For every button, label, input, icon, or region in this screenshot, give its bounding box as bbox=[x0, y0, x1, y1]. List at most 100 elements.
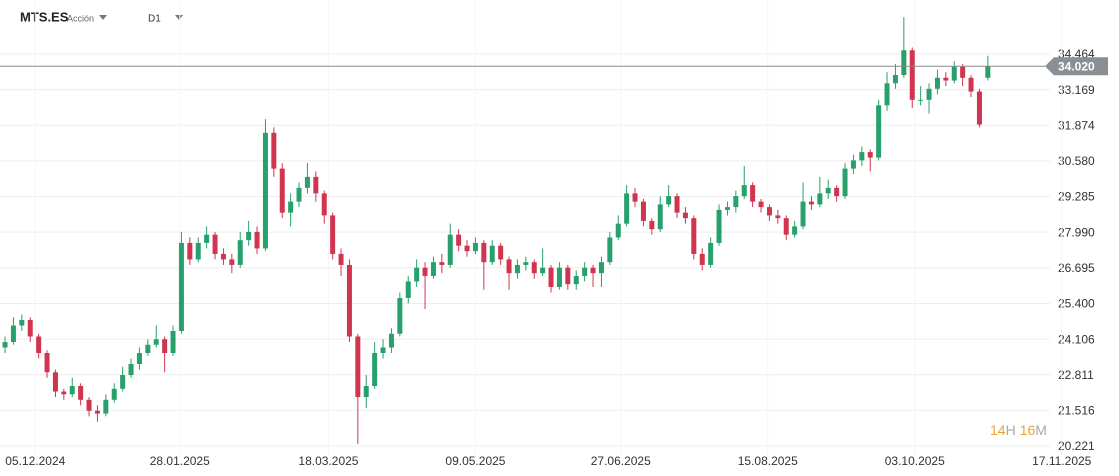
countdown: 14H 16M bbox=[990, 422, 1047, 438]
candle-body bbox=[615, 223, 621, 238]
candle-body bbox=[968, 77, 974, 92]
candle-body bbox=[884, 83, 890, 106]
candle-body bbox=[69, 386, 75, 395]
y-tick-label: 26.695 bbox=[1058, 261, 1095, 275]
candle-body bbox=[481, 242, 487, 263]
candle-body bbox=[859, 152, 865, 161]
candle-body bbox=[783, 218, 789, 235]
y-tick-label: 31.874 bbox=[1058, 118, 1095, 132]
candle-body bbox=[514, 264, 520, 274]
countdown-hours: 14 bbox=[990, 422, 1006, 438]
candle-body bbox=[850, 160, 856, 169]
candle-body bbox=[901, 50, 907, 76]
candle-body bbox=[447, 234, 453, 265]
candle-body bbox=[288, 201, 294, 213]
candle-body bbox=[380, 347, 386, 354]
last-price-label: 34.020 bbox=[1058, 59, 1095, 73]
timeframe[interactable]: D1 bbox=[148, 14, 161, 25]
candle-body bbox=[170, 330, 176, 354]
timeframe-dropdown[interactable] bbox=[175, 15, 183, 20]
candle-body bbox=[808, 201, 814, 205]
candle-body bbox=[741, 185, 747, 197]
candle-body bbox=[330, 215, 336, 254]
y-tick-label: 20.221 bbox=[1058, 439, 1095, 453]
symbol[interactable]: MTS.ES bbox=[20, 9, 69, 24]
candle-body bbox=[363, 386, 369, 398]
y-tick-label: 22.811 bbox=[1058, 368, 1094, 382]
candle-body bbox=[758, 201, 764, 208]
candle-body bbox=[766, 207, 772, 216]
candle-body bbox=[271, 132, 277, 169]
x-tick-label: 28.01.2025 bbox=[150, 454, 210, 468]
candle-body bbox=[825, 187, 831, 194]
candle-body bbox=[548, 267, 554, 287]
candle-body bbox=[934, 77, 940, 89]
candle-body bbox=[86, 399, 92, 411]
candle-body bbox=[657, 204, 663, 230]
candle-body bbox=[834, 187, 840, 197]
candle-body bbox=[204, 234, 210, 243]
candle-body bbox=[212, 234, 218, 254]
candle-body bbox=[372, 353, 378, 387]
candle-body bbox=[892, 75, 898, 84]
plot-area: 34.46433.16931.87430.58029.28527.99026.6… bbox=[0, 17, 1108, 469]
candle-body bbox=[430, 262, 436, 276]
candle-body bbox=[439, 262, 445, 265]
candle-body bbox=[44, 353, 50, 373]
candle-body bbox=[531, 262, 537, 274]
candle-body bbox=[926, 88, 932, 100]
candle-body bbox=[489, 245, 495, 263]
candle-body bbox=[792, 226, 798, 235]
candle-body bbox=[346, 264, 352, 337]
candle-body bbox=[111, 388, 117, 400]
candle-body bbox=[128, 364, 134, 376]
candle-body bbox=[254, 231, 260, 249]
candle-body bbox=[985, 66, 991, 78]
candle-body bbox=[523, 262, 529, 265]
x-tick-label: 09.05.2025 bbox=[445, 454, 505, 468]
y-tick-label: 29.285 bbox=[1058, 190, 1095, 204]
candle-body bbox=[78, 386, 84, 400]
y-tick-label: 25.400 bbox=[1058, 297, 1095, 311]
last-price-badge bbox=[1045, 57, 1108, 76]
candle-body bbox=[145, 344, 151, 354]
candle-body bbox=[136, 353, 142, 365]
candle-body bbox=[724, 207, 730, 210]
candle-body bbox=[153, 339, 159, 345]
candle-body bbox=[262, 132, 268, 249]
y-tick-label: 33.169 bbox=[1058, 83, 1095, 97]
candle-body bbox=[624, 193, 630, 224]
candle-body bbox=[456, 234, 462, 246]
x-tick-label: 15.08.2025 bbox=[738, 454, 798, 468]
symbol-dropdown[interactable] bbox=[99, 15, 107, 20]
y-tick-label: 30.580 bbox=[1058, 154, 1095, 168]
candle-body bbox=[52, 372, 58, 392]
x-tick-label: 17.11.2025 bbox=[1032, 454, 1091, 468]
candle-body bbox=[279, 168, 285, 213]
candle-body bbox=[607, 237, 613, 263]
candle-body bbox=[943, 77, 949, 81]
candle-body bbox=[472, 242, 478, 252]
candle-body bbox=[649, 220, 655, 230]
countdown-minutes: 16 bbox=[1020, 422, 1036, 438]
candle-body bbox=[800, 201, 806, 227]
candle-body bbox=[573, 275, 579, 285]
candle-body bbox=[414, 267, 420, 282]
candle-body bbox=[120, 375, 126, 389]
x-tick-label: 27.06.2025 bbox=[591, 454, 651, 468]
candle-body bbox=[817, 193, 823, 205]
y-tick-label: 24.106 bbox=[1058, 332, 1095, 346]
candle-body bbox=[10, 325, 16, 342]
candle-body bbox=[699, 253, 705, 265]
candle-body bbox=[909, 50, 915, 100]
candle-body bbox=[246, 231, 252, 241]
candle-body bbox=[321, 193, 327, 216]
candle-body bbox=[405, 281, 411, 298]
x-tick-label: 18.03.2025 bbox=[298, 454, 358, 468]
candle-body bbox=[951, 66, 957, 81]
candle-body bbox=[708, 242, 714, 265]
candle-body bbox=[19, 319, 25, 326]
candle-body bbox=[590, 267, 596, 274]
candle-body bbox=[666, 196, 672, 205]
